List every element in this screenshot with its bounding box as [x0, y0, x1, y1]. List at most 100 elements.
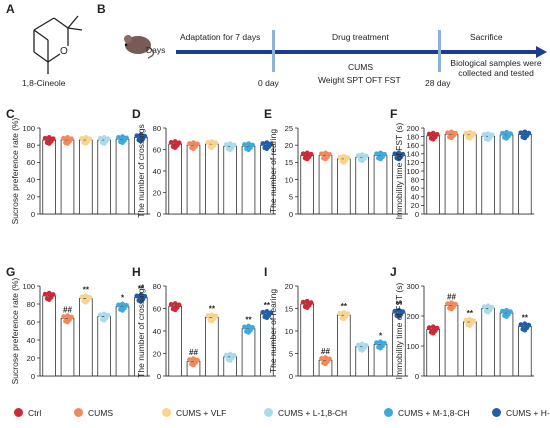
- data-point: [264, 315, 270, 321]
- significance-mark: **: [209, 304, 216, 313]
- data-point: [518, 130, 524, 136]
- significance-mark: **: [83, 285, 90, 294]
- phase-drug-treatment: Drug treatment: [332, 32, 389, 42]
- data-point: [382, 340, 387, 346]
- significance-mark: **: [264, 301, 271, 310]
- legend-item: CUMS + L-1,8-CH: [264, 408, 347, 418]
- data-point: [50, 292, 56, 297]
- day28-label: 28 day: [425, 78, 451, 88]
- significance-mark: **: [341, 302, 348, 311]
- legend-swatch: [492, 408, 501, 418]
- panel-letter-b: B: [97, 2, 106, 16]
- data-point: [105, 312, 111, 318]
- data-point: [467, 135, 473, 141]
- data-point: [101, 317, 107, 323]
- panel-letter-d: D: [132, 107, 141, 121]
- data-point: [83, 135, 89, 140]
- data-point: [209, 139, 215, 144]
- data-point: [522, 321, 528, 327]
- data-point: [463, 130, 469, 136]
- data-point: [467, 316, 473, 322]
- y-tick-label: 0: [31, 210, 35, 219]
- data-point: [168, 140, 174, 145]
- panel-letter-h: H: [132, 265, 141, 279]
- data-point: [355, 153, 361, 158]
- bar: [518, 134, 532, 215]
- data-point: [430, 136, 436, 142]
- data-point: [481, 304, 487, 310]
- y-tick-label: 20: [153, 188, 161, 197]
- legend-swatch: [74, 408, 83, 418]
- y-tick-label: 80: [27, 141, 35, 150]
- data-point: [124, 135, 129, 141]
- bar: [444, 134, 459, 215]
- bar: [463, 321, 477, 377]
- phase-adaptation: Adaptation for 7 days: [180, 32, 261, 42]
- data-point: [471, 318, 477, 324]
- bar: [241, 145, 256, 215]
- y-tick-label: 20: [27, 193, 35, 202]
- data-point: [246, 141, 251, 147]
- legend-label: CUMS: [88, 408, 114, 418]
- data-point: [124, 302, 129, 308]
- y-tick-label: 20: [27, 354, 35, 363]
- data-point: [308, 151, 314, 157]
- y-tick-label: 300: [406, 282, 419, 291]
- y-tick-label: 80: [153, 282, 161, 291]
- legend-label: CUMS + M-1,8-CH: [398, 408, 470, 418]
- data-point: [434, 325, 440, 331]
- y-tick-label: 40: [27, 175, 35, 184]
- data-point: [500, 130, 505, 136]
- data-point: [172, 139, 178, 144]
- day0-label: 0 day: [258, 78, 279, 88]
- data-point: [83, 299, 89, 305]
- y-tick-label: 5: [289, 193, 293, 202]
- y-tick-label: 100: [22, 282, 35, 291]
- timeline-arrow-shaft: [176, 50, 536, 54]
- data-point: [191, 140, 196, 146]
- data-point: [500, 308, 505, 314]
- y-tick-label: 200: [406, 312, 419, 321]
- data-point: [485, 303, 491, 309]
- panel-letter-f: F: [390, 107, 397, 121]
- y-tick-label: 20: [411, 201, 419, 210]
- data-point: [191, 362, 196, 368]
- y-tick-label: 80: [153, 124, 161, 133]
- panel-letter-e: E: [264, 107, 272, 121]
- chart-d: D 0 20 40 60 80 The number of crossings: [132, 107, 276, 219]
- y-tick-label: 200: [406, 124, 419, 133]
- bar: [60, 139, 75, 215]
- bar: [115, 306, 130, 377]
- data-point: [300, 299, 306, 305]
- chart-e: E 0 5 10 15 20 25 The number of rearing: [264, 107, 408, 219]
- legend-swatch: [162, 408, 171, 418]
- y-tick-label: 140: [406, 150, 419, 159]
- data-point: [231, 353, 237, 358]
- y-tick-label: 120: [406, 158, 419, 167]
- data-point: [467, 129, 473, 135]
- data-point: [101, 141, 107, 146]
- bar: [168, 143, 182, 215]
- data-point: [101, 135, 107, 140]
- data-point: [83, 141, 89, 146]
- data-point: [323, 361, 328, 367]
- data-point: [327, 151, 332, 157]
- legend-item: CUMS + H-1,8-CH: [492, 408, 550, 418]
- data-point: [445, 301, 450, 307]
- legend-label: CUMS + H-1,8-CH: [506, 408, 550, 418]
- bar: [79, 298, 93, 377]
- y-tick-label: 10: [285, 175, 293, 184]
- y-tick-label: 40: [153, 167, 161, 176]
- data-point: [341, 310, 347, 315]
- timeline-diagram: [124, 30, 547, 72]
- bar: [42, 295, 56, 377]
- data-point: [264, 146, 270, 152]
- data-point: [345, 311, 351, 317]
- y-axis-label: The number of rearing: [268, 289, 278, 373]
- y-axis-label: Sucrose preference rate (%): [10, 117, 20, 224]
- data-point: [246, 329, 251, 335]
- legend-swatch: [384, 408, 393, 418]
- y-axis-label: Sucrose preference rate (%): [10, 277, 20, 384]
- y-tick-label: 100: [406, 342, 419, 351]
